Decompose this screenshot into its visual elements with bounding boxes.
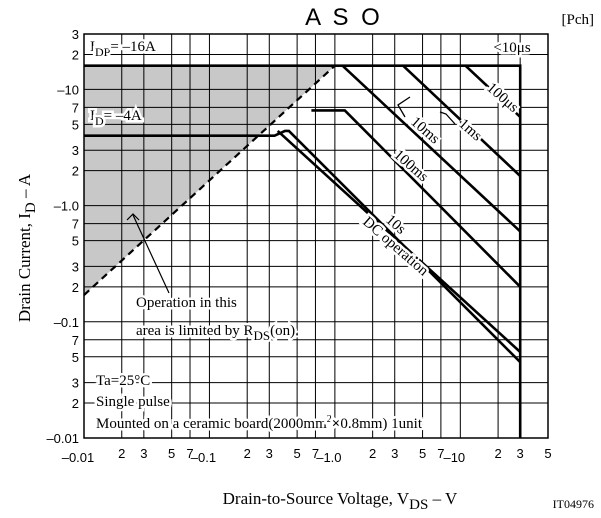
- y-tick-label-6: 2: [72, 164, 79, 179]
- label-id-post: = –4A: [104, 108, 142, 124]
- series-1ms: [402, 64, 522, 177]
- leader-lines: [126, 96, 456, 294]
- note-mounted-post: 0.8mm) 1unit: [340, 416, 422, 432]
- x-tick-label-14: 7: [437, 446, 444, 461]
- label-100us: 100μs: [483, 80, 521, 116]
- x-tick-label-16: 2: [494, 446, 501, 461]
- x-tick-label-3: 5: [168, 446, 175, 461]
- x-tick-label-9: 7: [312, 446, 319, 461]
- label-idp-pre: I: [90, 39, 95, 55]
- x-tick-label-17: 3: [517, 446, 524, 461]
- label-10us: <10μs: [493, 40, 531, 56]
- series-100-s: [464, 64, 522, 118]
- series-10s: [276, 129, 522, 353]
- x-tick-label-5: –0.1: [191, 450, 216, 465]
- y-tick-label-1: 2: [72, 47, 79, 62]
- note-mounted: Mounted on a ceramic board(2000mm2×0.8mm…: [96, 414, 423, 432]
- series-100ms: [311, 109, 522, 288]
- y-tick-label-4: 5: [72, 117, 79, 132]
- rds-on-limit-line: [83, 64, 336, 296]
- grid: [83, 33, 549, 439]
- y-axis-label-sub: D: [23, 202, 39, 213]
- x-tick-label-0: –0.01: [62, 450, 95, 465]
- x-axis-label-main: Drain-to-Source Voltage, V: [223, 489, 410, 508]
- x-axis-label: Drain-to-Source Voltage, VDS – V: [223, 489, 458, 513]
- x-tick-label-12: 3: [391, 446, 398, 461]
- note-mounted-pre: Mounted on a ceramic board(2000mm: [96, 416, 327, 432]
- note-single-pulse: Single pulse: [96, 394, 170, 410]
- note-operation-line1: Operation in this: [136, 295, 237, 311]
- y-tick-label-13: 7: [72, 333, 79, 348]
- series--10-s: [84, 64, 522, 438]
- note-operation-line2-post: (on).: [270, 323, 299, 339]
- chart-tag: [Pch]: [562, 12, 595, 28]
- note-operation-line2-sub: DS: [253, 328, 270, 343]
- y-tick-label-3: 7: [72, 100, 79, 115]
- arrow-head-operation-region: [126, 213, 140, 221]
- label-idp-post: = –16A: [110, 39, 156, 55]
- leader-1ms: [439, 111, 456, 125]
- y-tick-label-12: –0.1: [54, 315, 79, 330]
- label-id-sub: D: [95, 114, 104, 128]
- note-operation-line2: area is limited by RDS(on).: [136, 323, 299, 343]
- label-id-pre: I: [90, 108, 95, 124]
- y-tick-label-2: –10: [57, 82, 79, 97]
- leader-10ms: [397, 96, 411, 118]
- y-tick-label-14: 5: [72, 350, 79, 365]
- label-id: ID= –4A: [90, 108, 142, 128]
- x-tick-label-15: –10: [443, 450, 465, 465]
- y-axis-label-main: Drain Current, I: [15, 213, 34, 322]
- label-100ms: 100ms: [390, 147, 431, 185]
- series-10ms: [341, 64, 522, 233]
- y-tick-label-5: 3: [72, 143, 79, 158]
- leader-operation-region: [132, 214, 170, 294]
- note-mounted-sup: 2: [327, 414, 332, 425]
- label-idp: IDP= –16A: [90, 39, 156, 59]
- y-axis-label-unit: – A: [15, 173, 34, 202]
- y-tick-label-11: 2: [72, 280, 79, 295]
- x-tick-label-11: 2: [369, 446, 376, 461]
- y-tick-label-10: 3: [72, 259, 79, 274]
- figure-code: IT04976: [553, 497, 594, 511]
- chart-title: A S O: [305, 4, 383, 31]
- note-mounted-x: ×: [332, 416, 341, 432]
- x-tick-label-6: 2: [244, 446, 251, 461]
- y-tick-label-7: –1.0: [54, 199, 79, 214]
- x-tick-label-13: 5: [419, 446, 426, 461]
- tick-labels: –0.01 2 3 5 7–0.1 2 3 5 7–1.0 2 3 5 7–10 2 3 532–107532…: [46, 27, 551, 465]
- y-axis-label: Drain Current, ID – A: [15, 173, 39, 322]
- y-tick-label-15: 3: [72, 376, 79, 391]
- curves: [83, 64, 522, 438]
- x-axis-label-unit: – V: [428, 489, 458, 508]
- plot-frame: [83, 33, 549, 439]
- x-axis-label-sub: DS: [409, 497, 428, 513]
- x-tick-label-10: –1.0: [316, 450, 341, 465]
- x-tick-label-8: 5: [294, 446, 301, 461]
- x-tick-label-2: 3: [140, 446, 147, 461]
- y-tick-label-17: –0.01: [46, 431, 79, 446]
- x-tick-label-7: 3: [266, 446, 273, 461]
- x-tick-label-4: 7: [186, 446, 193, 461]
- note-operation-line2-pre: area is limited by R: [136, 323, 253, 339]
- y-tick-label-9: 5: [72, 234, 79, 249]
- x-tick-label-18: 5: [544, 446, 551, 461]
- y-tick-label-8: 7: [72, 217, 79, 232]
- x-tick-label-1: 2: [118, 446, 125, 461]
- label-idp-sub: DP: [95, 45, 111, 59]
- series-dc-operation: [84, 129, 522, 364]
- y-tick-label-0: 3: [72, 27, 79, 42]
- y-tick-label-16: 2: [72, 396, 79, 411]
- note-ta: Ta=25°C: [96, 373, 150, 389]
